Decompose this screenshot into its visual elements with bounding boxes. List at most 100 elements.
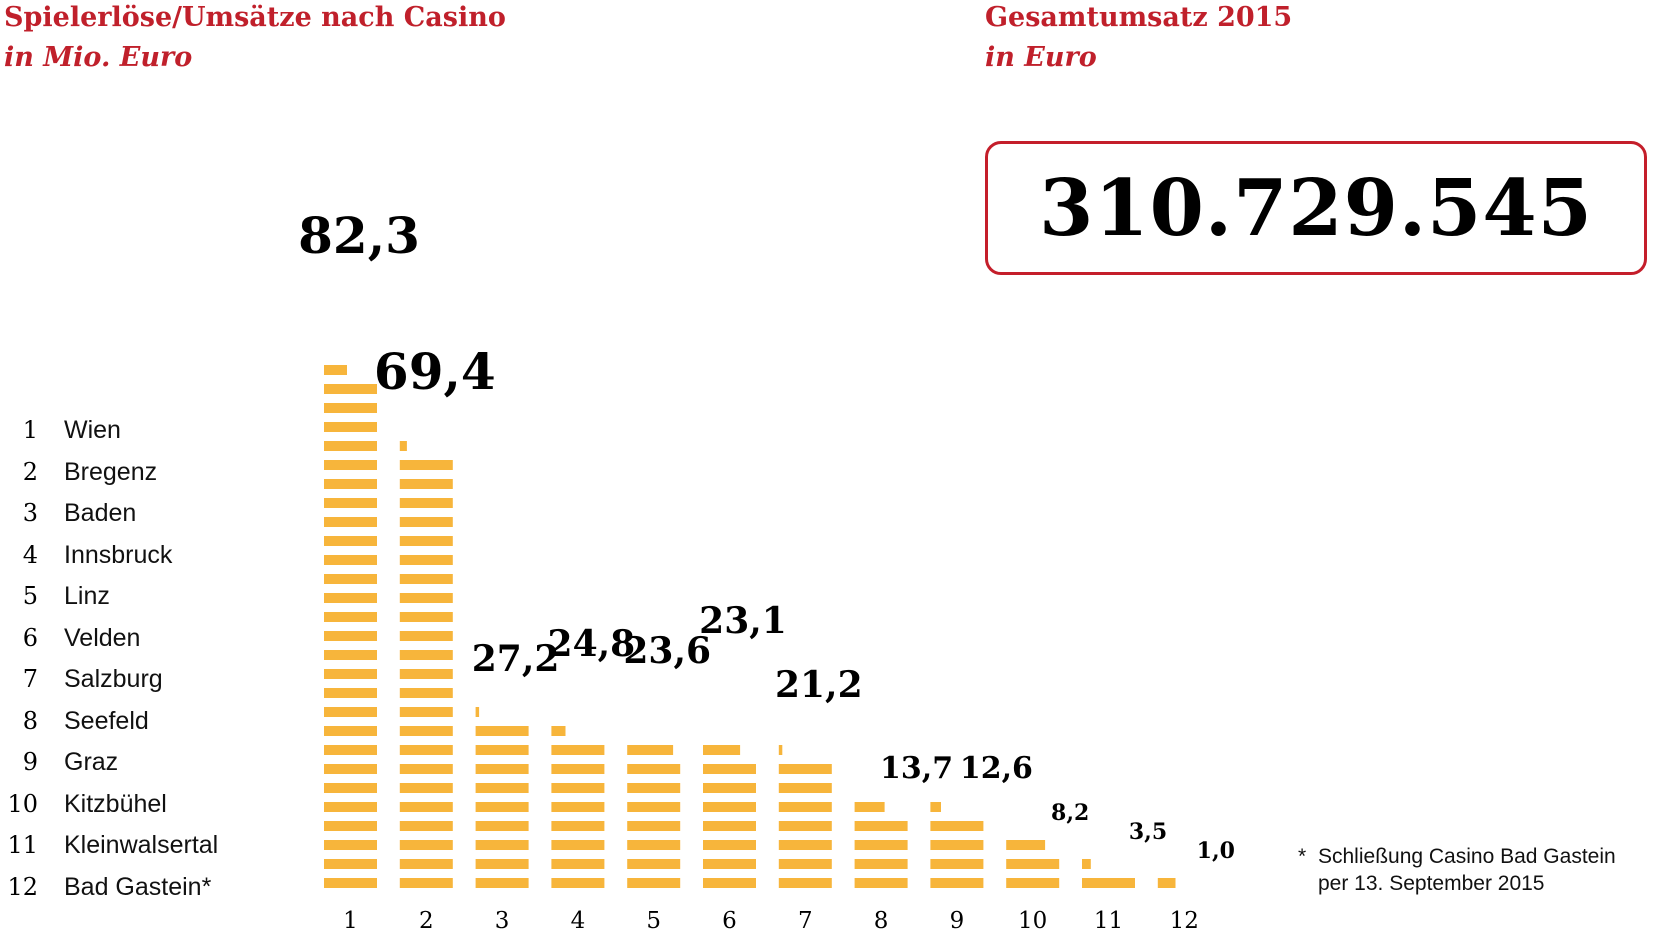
- bar-segment: [475, 859, 529, 869]
- legend-item: 8 Seefeld: [0, 701, 260, 742]
- bar-segment: [551, 745, 605, 755]
- bar-segment: [551, 764, 605, 774]
- x-tick-label: 9: [950, 908, 965, 934]
- bar-segment: [551, 878, 605, 888]
- legend-item: 7 Salzburg: [0, 659, 260, 700]
- bar-segment: [399, 840, 453, 850]
- bar-segment: [627, 878, 681, 888]
- bar-segment: [475, 726, 529, 736]
- bar-segment-partial: [1006, 840, 1046, 850]
- legend-label: Bad Gastein*: [64, 872, 212, 901]
- data-label: 8,2: [1051, 800, 1089, 826]
- bar-segment: [324, 802, 377, 812]
- legend-label: Linz: [64, 582, 110, 610]
- legend-item: 11 Kleinwalsertal: [0, 825, 260, 866]
- bar-segment: [627, 802, 681, 812]
- total-value: 310.729.545: [1039, 162, 1593, 254]
- bar-segment: [854, 878, 908, 888]
- bar-segment: [1006, 859, 1060, 869]
- legend-label: Graz: [64, 748, 119, 776]
- bar-segment: [399, 460, 453, 470]
- bar-segment: [703, 821, 756, 831]
- legend-item: 1 Wien: [0, 410, 260, 451]
- legend-label: Innsbruck: [64, 540, 173, 569]
- bar-segment: [475, 821, 529, 831]
- total-box: 310.729.545: [985, 141, 1647, 275]
- footnote: * Schließung Casino Bad Gastein per 13. …: [1298, 843, 1653, 897]
- bar-segment: [399, 802, 453, 812]
- data-label: 21,2: [775, 664, 863, 706]
- bar-segment: [324, 745, 377, 755]
- bar-segment: [399, 859, 453, 869]
- bar-segment: [703, 802, 756, 812]
- bar-segment: [399, 726, 453, 736]
- bar-segment: [324, 479, 377, 489]
- bar-segment: [778, 840, 832, 850]
- bar-segment: [399, 688, 453, 698]
- bar-segment: [399, 498, 453, 508]
- bar-segment: [399, 631, 453, 641]
- bar-segment: [324, 878, 377, 888]
- bar-segment: [324, 631, 377, 641]
- bar-segment: [778, 764, 832, 774]
- bar-segment: [627, 764, 681, 774]
- bar-segment: [324, 536, 377, 546]
- legend-item: 6 Velden: [0, 618, 260, 659]
- legend-number: 6: [22, 623, 38, 652]
- legend-label: Salzburg: [64, 665, 163, 693]
- data-label: 24,8: [548, 623, 636, 665]
- bar-segment: [551, 802, 605, 812]
- legend-label: Kitzbühel: [64, 789, 167, 818]
- bar-segment-partial: [475, 707, 480, 717]
- bar-segment-partial: [551, 726, 566, 736]
- legend-item: 12 Bad Gastein*: [0, 867, 260, 908]
- data-label: 23,6: [623, 630, 711, 672]
- bar-segment-partial: [399, 441, 407, 451]
- x-tick-label: 1: [343, 908, 358, 934]
- bar-segment: [399, 669, 453, 679]
- bar-segment: [324, 403, 377, 413]
- legend-number: 5: [22, 582, 38, 610]
- legend-item: 3 Baden: [0, 493, 260, 534]
- data-label: 27,2: [472, 638, 560, 680]
- legend-number: 7: [22, 665, 38, 693]
- bar-segment: [778, 802, 832, 812]
- bar-segment: [324, 859, 377, 869]
- bar-segment: [399, 593, 453, 603]
- bar-segment: [399, 479, 453, 489]
- footnote-marker: *: [1298, 845, 1307, 868]
- bar-segment: [399, 612, 453, 622]
- legend-number: 2: [22, 457, 38, 486]
- bar-segment: [551, 821, 605, 831]
- bar-segment-partial: [930, 802, 941, 812]
- x-tick-label: 12: [1170, 908, 1199, 934]
- bar-segment: [627, 859, 681, 869]
- x-tick-label: 2: [419, 908, 434, 934]
- bar-segment: [930, 840, 984, 850]
- bar-segment: [930, 821, 984, 831]
- bar-segment: [324, 840, 377, 850]
- bar-segment: [324, 593, 377, 603]
- bar-segment: [703, 840, 756, 850]
- legend-label: Bregenz: [64, 457, 158, 486]
- bar-segment: [324, 669, 377, 679]
- bar-segment: [475, 878, 529, 888]
- bar-segment: [324, 764, 377, 774]
- bar-segment: [475, 840, 529, 850]
- bar-segment: [703, 783, 756, 793]
- bar-segment: [703, 859, 756, 869]
- x-tick-label: 10: [1018, 908, 1047, 934]
- bar-segment: [778, 859, 832, 869]
- bar-segment: [703, 764, 756, 774]
- bar-segment: [399, 783, 453, 793]
- legend-label: Kleinwalsertal: [64, 831, 219, 859]
- bar-segment: [324, 612, 377, 622]
- bar-segment: [324, 384, 377, 394]
- bar-segment-partial: [854, 802, 885, 812]
- bar-segment: [930, 859, 984, 869]
- bar-segment: [324, 498, 377, 508]
- bar-segment: [475, 745, 529, 755]
- bar-segment-partial: [778, 745, 783, 755]
- footnote-line: per 13. September 2015: [1318, 872, 1545, 895]
- x-tick-label: 3: [495, 908, 510, 934]
